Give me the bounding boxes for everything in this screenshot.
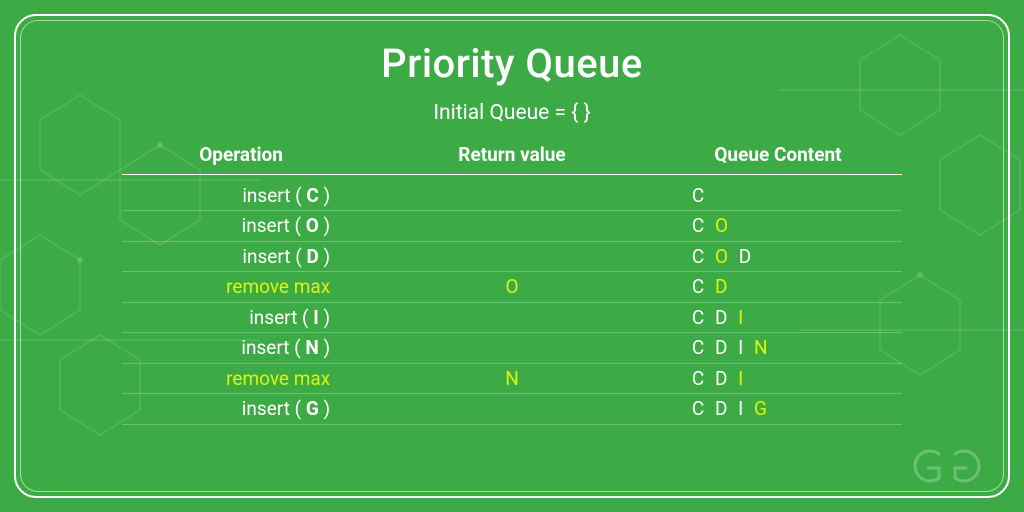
cell-queue-content: C O: [634, 211, 902, 240]
operations-table: Operation Return value Queue Content ins…: [122, 143, 902, 425]
cell-operation: insert ( N ): [122, 333, 390, 362]
col-return: Return value: [390, 143, 634, 166]
cell-operation: insert ( O ): [122, 211, 390, 240]
table-header: Operation Return value Queue Content: [122, 143, 902, 175]
table-row: insert ( C ) C: [122, 181, 902, 211]
cell-return: O: [390, 272, 634, 301]
table-row: insert ( N ) C D I N: [122, 333, 902, 363]
cell-queue-content: C D I: [634, 303, 902, 332]
cell-return: [390, 303, 634, 332]
cell-return: [390, 333, 634, 362]
cell-operation: insert ( I ): [122, 303, 390, 332]
cell-operation: insert ( G ): [122, 394, 390, 423]
cell-queue-content: C D I: [634, 364, 902, 393]
cell-queue-content: C O D: [634, 242, 902, 271]
cell-queue-content: C: [634, 181, 902, 210]
cell-return: N: [390, 364, 634, 393]
table-row: remove maxNC D I: [122, 364, 902, 394]
cell-operation: insert ( D ): [122, 242, 390, 271]
table-body: insert ( C )Cinsert ( O )C Oinsert ( D )…: [122, 181, 902, 425]
gfg-logo-icon: [904, 446, 990, 486]
cell-queue-content: C D I G: [634, 394, 902, 423]
cell-return: [390, 394, 634, 423]
table-row: insert ( G ) C D I G: [122, 394, 902, 424]
table-row: remove maxOC D: [122, 272, 902, 302]
table-row: insert ( O ) C O: [122, 211, 902, 241]
cell-return: [390, 211, 634, 240]
cell-operation: remove max: [122, 364, 390, 393]
table-row: insert ( D ) C O D: [122, 242, 902, 272]
col-operation: Operation: [122, 143, 390, 166]
cell-operation: remove max: [122, 272, 390, 301]
cell-queue-content: C D: [634, 272, 902, 301]
cell-operation: insert ( C ): [122, 181, 390, 210]
col-content: Queue Content: [634, 143, 902, 166]
cell-return: [390, 181, 634, 210]
table-row: insert ( I ) C D I: [122, 303, 902, 333]
cell-return: [390, 242, 634, 271]
subtitle: Initial Queue = { }: [433, 101, 590, 125]
infographic-card: Priority Queue Initial Queue = { } Opera…: [0, 0, 1024, 512]
cell-queue-content: C D I N: [634, 333, 902, 362]
title: Priority Queue: [381, 40, 643, 87]
